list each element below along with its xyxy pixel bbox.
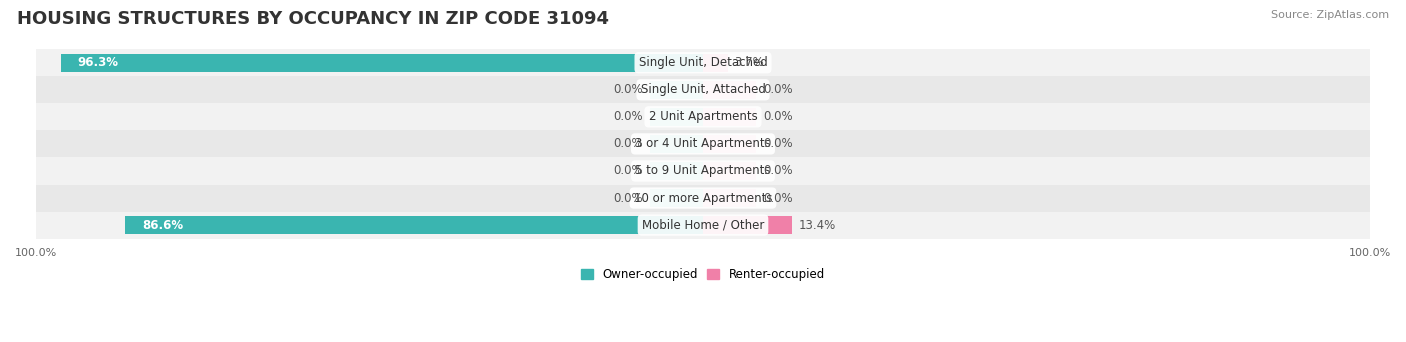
- Bar: [125, 216, 703, 234]
- Text: Source: ZipAtlas.com: Source: ZipAtlas.com: [1271, 10, 1389, 20]
- Text: 2 Unit Apartments: 2 Unit Apartments: [648, 110, 758, 123]
- Bar: [30, 185, 1376, 212]
- Text: 0.0%: 0.0%: [613, 192, 643, 205]
- Bar: [703, 81, 756, 99]
- Bar: [703, 216, 793, 234]
- Text: 0.0%: 0.0%: [763, 137, 793, 150]
- Bar: [703, 135, 756, 153]
- Bar: [30, 103, 1376, 130]
- Text: 10 or more Apartments: 10 or more Apartments: [634, 192, 772, 205]
- Text: 13.4%: 13.4%: [799, 219, 837, 232]
- Bar: [650, 108, 703, 126]
- Text: 0.0%: 0.0%: [763, 110, 793, 123]
- Bar: [703, 189, 756, 207]
- Bar: [703, 162, 756, 180]
- Bar: [650, 162, 703, 180]
- Bar: [60, 54, 703, 72]
- Bar: [650, 189, 703, 207]
- Text: 0.0%: 0.0%: [613, 110, 643, 123]
- Text: 0.0%: 0.0%: [763, 192, 793, 205]
- Text: 0.0%: 0.0%: [763, 83, 793, 96]
- Bar: [650, 81, 703, 99]
- Text: 0.0%: 0.0%: [763, 165, 793, 177]
- Bar: [30, 212, 1376, 239]
- Text: Single Unit, Detached: Single Unit, Detached: [638, 56, 768, 69]
- Bar: [30, 49, 1376, 76]
- Text: 3 or 4 Unit Apartments: 3 or 4 Unit Apartments: [636, 137, 770, 150]
- Text: Mobile Home / Other: Mobile Home / Other: [641, 219, 765, 232]
- Bar: [30, 76, 1376, 103]
- Bar: [30, 130, 1376, 157]
- Bar: [650, 135, 703, 153]
- Text: 5 to 9 Unit Apartments: 5 to 9 Unit Apartments: [636, 165, 770, 177]
- Text: 96.3%: 96.3%: [77, 56, 118, 69]
- Text: 0.0%: 0.0%: [613, 165, 643, 177]
- Text: Single Unit, Attached: Single Unit, Attached: [641, 83, 765, 96]
- Bar: [30, 157, 1376, 185]
- Bar: [703, 108, 756, 126]
- Text: HOUSING STRUCTURES BY OCCUPANCY IN ZIP CODE 31094: HOUSING STRUCTURES BY OCCUPANCY IN ZIP C…: [17, 10, 609, 28]
- Bar: [703, 54, 728, 72]
- Text: 0.0%: 0.0%: [613, 137, 643, 150]
- Text: 0.0%: 0.0%: [613, 83, 643, 96]
- Text: 86.6%: 86.6%: [142, 219, 183, 232]
- Legend: Owner-occupied, Renter-occupied: Owner-occupied, Renter-occupied: [576, 263, 830, 286]
- Text: 3.7%: 3.7%: [734, 56, 763, 69]
